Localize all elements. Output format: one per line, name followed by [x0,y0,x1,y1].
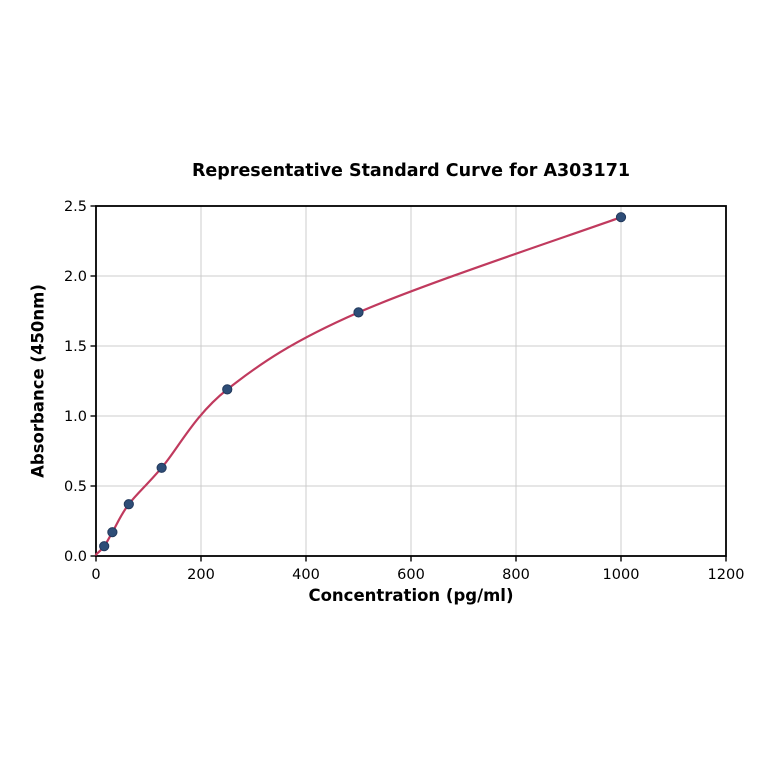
data-point-marker [222,384,233,395]
chart-title: Representative Standard Curve for A30317… [191,161,631,181]
data-point-marker [123,499,134,510]
data-point-marker [107,527,118,538]
data-point-marker [156,462,167,473]
x-tick-label: 600 [397,567,425,583]
y-tick-label: 2.5 [64,199,87,215]
data-point-marker [615,212,627,223]
x-tick-label: 800 [502,567,530,583]
x-tick-label: 1000 [603,567,640,583]
y-tick-label: 1.0 [64,409,87,425]
x-tick-label: 200 [187,567,215,583]
x-tick-label: 0 [91,567,100,583]
x-axis-label: Concentration (pg/ml) [308,586,514,605]
y-tick-label: 0.5 [64,479,87,495]
y-tick-label: 0.0 [64,549,87,565]
data-point-marker [353,307,364,318]
plot-border [95,205,727,557]
x-tick-label: 1200 [708,567,745,583]
fit-curve [94,216,623,556]
y-tick-label: 1.5 [64,339,87,355]
data-point-marker [99,541,110,552]
y-tick-label: 2.0 [64,269,87,285]
x-tick-label: 400 [292,567,320,583]
